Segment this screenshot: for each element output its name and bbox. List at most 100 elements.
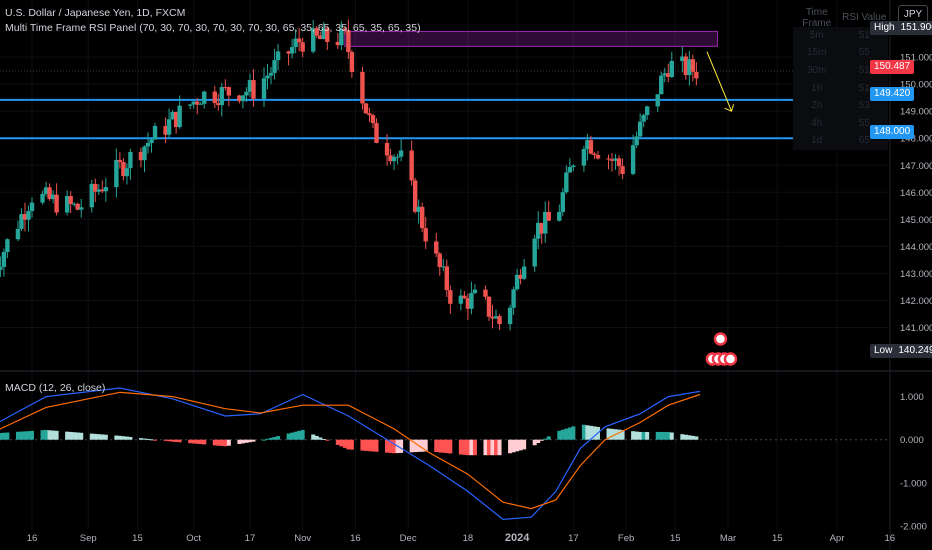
candle-body <box>367 113 372 116</box>
candle <box>395 153 400 165</box>
candle <box>644 105 650 120</box>
candle <box>419 202 425 233</box>
time-tick-label: Sep <box>80 533 97 544</box>
candle-body <box>469 293 474 309</box>
time-tick-label: 16 <box>884 533 895 544</box>
candle-body <box>240 95 246 102</box>
candle-body <box>187 104 193 106</box>
time-tick-label: Oct <box>186 533 201 544</box>
candle <box>128 148 133 180</box>
candle-body <box>592 153 597 156</box>
candle-body <box>391 156 397 162</box>
candle <box>321 22 326 40</box>
candle-body <box>511 289 516 308</box>
candle <box>412 177 418 214</box>
rsi-timeframe: 1d <box>811 135 823 147</box>
candle <box>265 63 270 90</box>
candle-body <box>226 87 232 96</box>
macd-histogram-bar <box>142 438 147 440</box>
macd-histogram-bar <box>237 439 242 444</box>
time-tick-label: Dec <box>400 533 417 544</box>
price-tick-label: 148.000 <box>900 134 932 145</box>
candle <box>138 147 144 168</box>
candle-body <box>465 298 471 309</box>
high-value: 151.906 <box>900 22 932 33</box>
candle <box>163 117 168 144</box>
candle <box>226 86 232 107</box>
candle <box>195 97 200 115</box>
candle <box>29 197 35 218</box>
price-tick-label: 151.000 <box>900 53 932 64</box>
candle-body <box>166 119 172 135</box>
macd-tick-label: -2.000 <box>900 521 927 532</box>
candle <box>465 293 471 320</box>
macd-histogram-bar <box>659 431 664 440</box>
price-tick-label: 141.000 <box>900 323 932 334</box>
candle <box>363 103 369 115</box>
price-tick-label: 149.000 <box>900 107 932 118</box>
macd-histogram-bar <box>276 436 281 440</box>
candle-body <box>152 126 158 140</box>
macd-histogram-bar <box>409 439 414 453</box>
macd-histogram-bar <box>683 434 688 440</box>
candle-body <box>585 140 590 150</box>
candle <box>609 153 615 172</box>
macd-histogram-bar <box>146 438 151 440</box>
macd-histogram-bar <box>413 439 418 453</box>
candle <box>507 304 513 331</box>
macd-histogram-bar <box>93 433 98 440</box>
macd-histogram-bar <box>5 432 10 440</box>
candle <box>585 133 590 161</box>
macd-histogram-bar <box>44 430 49 440</box>
candle-body <box>613 158 618 161</box>
macd-histogram-bar <box>346 439 351 450</box>
candle-body <box>163 126 168 135</box>
chart-marks <box>705 51 738 366</box>
candle <box>145 132 151 154</box>
candle <box>441 258 446 272</box>
macd-histogram-bar <box>339 439 344 447</box>
candle-body <box>68 196 73 204</box>
candle <box>462 290 467 300</box>
macd-histogram-bar <box>546 436 551 440</box>
candle <box>581 145 587 172</box>
candle <box>79 198 84 218</box>
candle-body <box>659 75 664 95</box>
macd-histogram-bar <box>557 430 562 440</box>
candle <box>493 309 499 320</box>
candle-body <box>96 189 101 192</box>
macd-histogram-bar <box>564 428 569 440</box>
macd-histogram-bar <box>620 430 625 440</box>
candle-body <box>564 172 569 193</box>
candle-body <box>311 28 316 52</box>
candle-body <box>138 152 144 161</box>
candle <box>26 205 31 232</box>
candle-body <box>687 59 692 76</box>
projection-arrowhead <box>724 104 735 112</box>
candle-body <box>293 38 298 48</box>
macd-histogram-bar <box>423 439 428 452</box>
rsi-timeframe: 4h <box>811 117 823 129</box>
candle-body <box>212 91 217 104</box>
rsi-value: 55 <box>858 117 870 129</box>
candle-body <box>434 241 439 254</box>
macd-histogram-bar <box>522 439 527 450</box>
candle-body <box>261 78 267 99</box>
time-tick-label: 17 <box>568 533 579 544</box>
macd-histogram-bar <box>290 432 295 440</box>
macd-histogram-bar <box>617 429 622 440</box>
candle <box>634 131 639 148</box>
macd-histogram-bar <box>511 439 516 453</box>
candle <box>152 122 158 140</box>
candle <box>191 100 196 109</box>
candle <box>103 177 109 202</box>
candle <box>22 202 28 232</box>
horizontal-levels[interactable] <box>0 70 890 140</box>
candle-body <box>265 75 270 79</box>
macd-title: MACD (12, 26, close) <box>5 382 106 394</box>
candle <box>68 191 73 214</box>
macd-histogram-bar <box>441 439 446 453</box>
candle-body <box>560 192 566 212</box>
candle <box>100 180 105 193</box>
